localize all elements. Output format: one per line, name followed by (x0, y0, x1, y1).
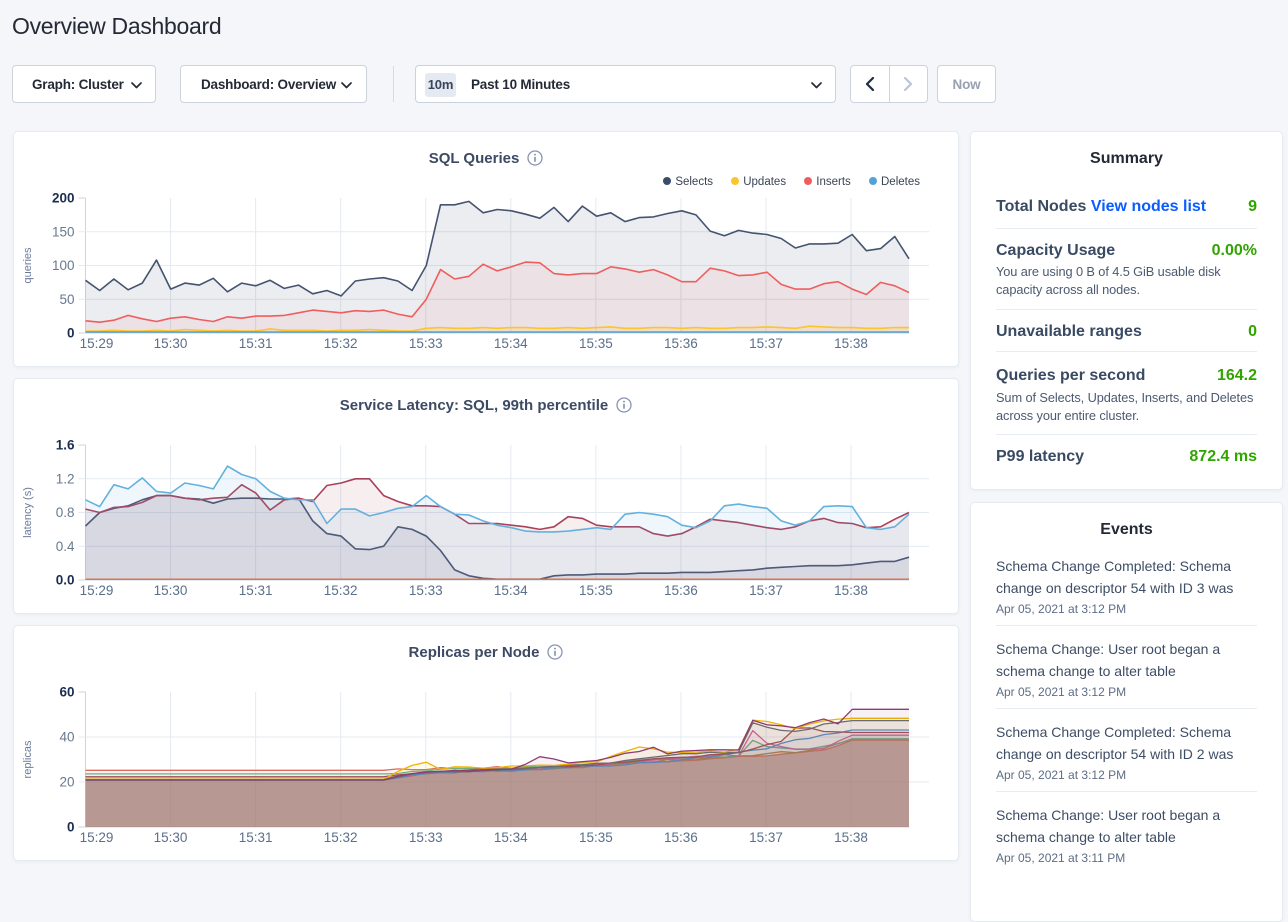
svg-text:1.6: 1.6 (56, 438, 75, 453)
svg-text:60: 60 (59, 685, 74, 700)
svg-text:15:36: 15:36 (664, 583, 698, 598)
svg-text:0.4: 0.4 (56, 539, 75, 554)
svg-text:15:38: 15:38 (834, 336, 868, 351)
svg-text:15:33: 15:33 (409, 583, 443, 598)
svg-text:15:38: 15:38 (834, 830, 868, 845)
svg-text:15:36: 15:36 (664, 336, 698, 351)
svg-text:15:32: 15:32 (324, 336, 358, 351)
svg-text:100: 100 (52, 258, 75, 273)
svg-text:15:37: 15:37 (749, 583, 783, 598)
svg-text:15:35: 15:35 (579, 583, 613, 598)
svg-text:15:30: 15:30 (154, 336, 188, 351)
svg-text:15:34: 15:34 (494, 583, 528, 598)
svg-text:15:36: 15:36 (664, 830, 698, 845)
svg-text:15:35: 15:35 (579, 830, 613, 845)
svg-text:15:33: 15:33 (409, 830, 443, 845)
svg-text:50: 50 (59, 292, 74, 307)
svg-text:15:34: 15:34 (494, 830, 528, 845)
svg-text:15:35: 15:35 (579, 336, 613, 351)
svg-text:15:29: 15:29 (80, 830, 114, 845)
svg-text:0: 0 (67, 326, 75, 341)
svg-text:queries: queries (22, 247, 34, 284)
svg-text:150: 150 (52, 224, 75, 239)
svg-text:15:30: 15:30 (154, 583, 188, 598)
svg-text:0.0: 0.0 (56, 573, 75, 588)
svg-text:15:32: 15:32 (324, 583, 358, 598)
svg-text:40: 40 (59, 730, 74, 745)
svg-text:1.2: 1.2 (56, 471, 75, 486)
svg-text:15:31: 15:31 (239, 830, 273, 845)
svg-text:replicas: replicas (22, 740, 34, 778)
svg-text:15:30: 15:30 (154, 830, 188, 845)
svg-text:0: 0 (67, 820, 75, 835)
svg-text:0.8: 0.8 (56, 505, 75, 520)
svg-text:latency (s): latency (s) (22, 487, 34, 538)
svg-text:15:31: 15:31 (239, 583, 273, 598)
svg-text:15:31: 15:31 (239, 336, 273, 351)
svg-text:15:32: 15:32 (324, 830, 358, 845)
svg-text:15:38: 15:38 (834, 583, 868, 598)
svg-text:20: 20 (59, 775, 74, 790)
svg-text:15:33: 15:33 (409, 336, 443, 351)
svg-text:15:37: 15:37 (749, 336, 783, 351)
svg-text:15:29: 15:29 (80, 583, 114, 598)
svg-text:200: 200 (52, 191, 75, 206)
svg-text:15:34: 15:34 (494, 336, 528, 351)
svg-text:15:37: 15:37 (749, 830, 783, 845)
svg-text:15:29: 15:29 (80, 336, 114, 351)
